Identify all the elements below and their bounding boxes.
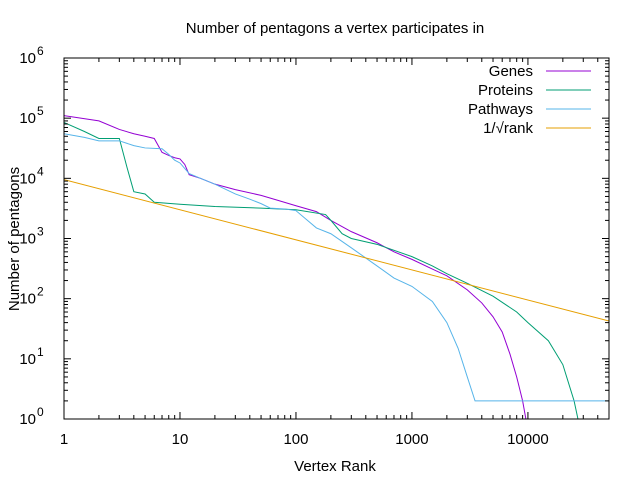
y-axis-label: Number of pentagons: [6, 167, 23, 311]
y-tick-label: 10: [19, 411, 36, 428]
legend-label-proteins: Proteins: [478, 82, 533, 99]
x-tick-label: 1000: [395, 431, 428, 448]
y-tick-base: 10: [19, 351, 36, 368]
y-tick-exponent: 4: [37, 164, 44, 178]
series-line-proteins: [64, 121, 579, 419]
y-tick-base: 10: [19, 110, 36, 127]
legend-label-genes: Genes: [489, 63, 533, 80]
y-tick-exponent: 5: [37, 104, 44, 118]
legend-label-pathways: Pathways: [468, 101, 533, 118]
y-tick-exponent: 6: [37, 44, 44, 58]
y-tick-base: 10: [19, 231, 36, 248]
x-tick-label: 1: [60, 431, 68, 448]
y-tick-base: 10: [19, 411, 36, 428]
y-tick-exponent: 2: [37, 285, 44, 299]
x-axis-label: Vertex Rank: [294, 458, 376, 475]
y-tick-base: 10: [19, 50, 36, 67]
y-tick-label: 10: [19, 110, 36, 127]
legend-label-1-rank: 1/√rank: [483, 120, 533, 137]
y-tick-exponent: 1: [37, 345, 44, 359]
y-tick-label: 10: [19, 50, 36, 67]
x-tick-label: 10000: [507, 431, 549, 448]
chart-title: Number of pentagons a vertex participate…: [186, 20, 485, 37]
series-line-pathways: [64, 133, 609, 402]
x-tick-label: 10: [172, 431, 189, 448]
x-axis: 1 10 100 1000 10000: [60, 58, 610, 448]
y-tick-exponent: 3: [37, 225, 44, 239]
y-tick-label: 10: [19, 170, 36, 187]
series-layer: [64, 115, 609, 419]
y-tick-label: 10: [19, 231, 36, 248]
y-tick-label: 10: [19, 291, 36, 308]
y-tick-label: 10: [19, 351, 36, 368]
series-line-1-rank: [64, 179, 609, 322]
y-tick-base: 10: [19, 170, 36, 187]
y-tick-base: 10: [19, 291, 36, 308]
legend: Genes Proteins Pathways 1/√rank: [468, 63, 591, 137]
x-tick-label: 100: [283, 431, 308, 448]
series-line-genes: [64, 115, 527, 419]
y-tick-exponent: 0: [37, 405, 44, 419]
